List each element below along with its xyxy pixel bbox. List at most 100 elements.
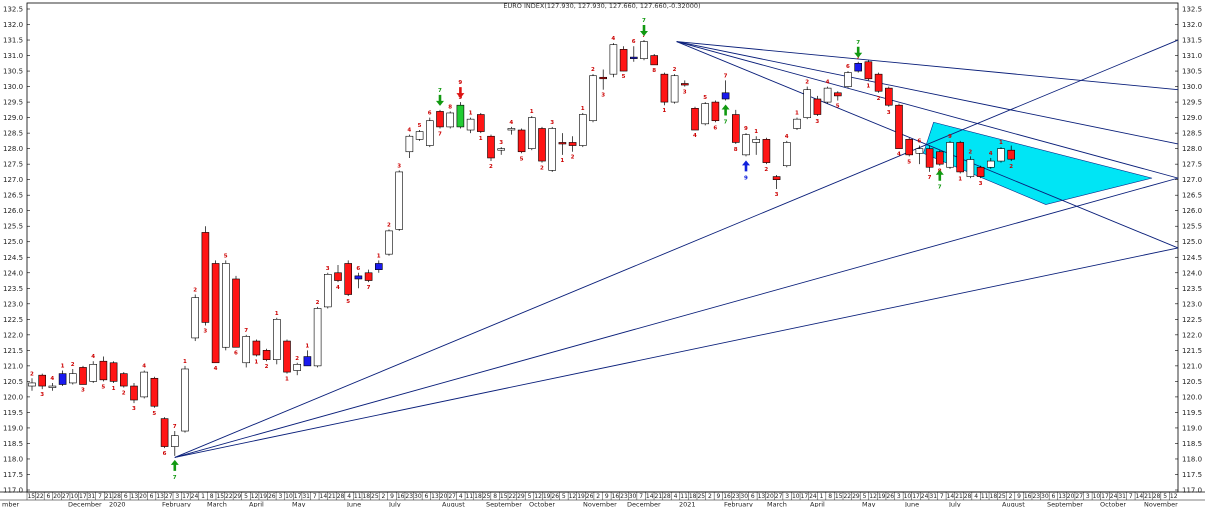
month-label: mber: [2, 501, 19, 508]
month-label: February: [724, 501, 753, 508]
date-tick-label: 7: [940, 493, 944, 500]
chart-title: EURO INDEX(127.930, 127.930, 127.660, 12…: [503, 2, 700, 10]
candle-body: [171, 435, 179, 447]
y-tick-label-left: 129.5: [3, 99, 23, 107]
date-tick-label: 9: [390, 493, 394, 500]
y-tick-label-right: 128.5: [1182, 130, 1202, 138]
month-label: April: [249, 501, 264, 508]
fan-line: [174, 247, 1179, 458]
y-tick-label-left: 123.5: [3, 285, 23, 293]
candle-body: [160, 418, 169, 447]
y-tick-label-right: 119.0: [1182, 424, 1202, 432]
candle-count-label: 4: [897, 152, 901, 158]
date-tick-label: 1: [820, 493, 824, 500]
candle-count-label: 2: [1009, 164, 1013, 170]
candle-count-label: 5: [622, 74, 626, 80]
y-tick-label-right: 123.5: [1182, 285, 1202, 293]
y-tick-label-right: 127.0: [1182, 176, 1202, 184]
y-tick-label-left: 130.5: [3, 68, 23, 76]
month-label: October: [529, 501, 555, 508]
candle-body: [364, 272, 373, 281]
date-tick-label: 13: [131, 493, 139, 500]
candle-body: [874, 73, 883, 92]
date-tick-label: 3: [785, 493, 789, 500]
month-label: December: [68, 501, 102, 508]
candle-count-label: 4: [50, 376, 54, 382]
date-tick-label: 3: [278, 493, 282, 500]
date-tick-label: 10: [904, 493, 912, 500]
month-label: May: [862, 501, 876, 508]
y-tick-label-left: 118.0: [3, 455, 23, 463]
month-label: March: [207, 501, 227, 508]
candle-body: [701, 103, 710, 125]
candle-body: [813, 98, 822, 115]
y-tick-label-left: 129.0: [3, 114, 23, 122]
date-tick-label: 23: [732, 493, 740, 500]
signal-arrow-icon: [854, 46, 863, 58]
fan-line: [676, 41, 1179, 91]
candle-count-label: 1: [560, 158, 564, 164]
candle-count-label: 4: [509, 120, 513, 126]
month-label: 2021: [679, 501, 696, 508]
date-tick-label: 5: [528, 493, 532, 500]
candle-count-label: 7: [724, 73, 728, 79]
y-tick-label-right: 125.5: [1182, 223, 1202, 231]
date-tick-label: 19: [259, 493, 267, 500]
candle-body: [711, 101, 720, 122]
candle-body: [976, 166, 985, 177]
date-tick-label: 3: [897, 493, 901, 500]
fan-line: [174, 177, 1179, 458]
candle-body: [619, 49, 628, 72]
signal-count-label: 9: [458, 80, 462, 86]
date-tick-label: 6: [1052, 493, 1056, 500]
y-tick-label-left: 121.0: [3, 362, 23, 370]
candle-count-label: 2: [295, 356, 299, 362]
date-tick-label: 23: [620, 493, 628, 500]
date-tick-label: 8: [828, 493, 832, 500]
date-tick-label: 13: [758, 493, 766, 500]
candle-body: [527, 117, 536, 149]
date-tick-label: 4: [974, 493, 978, 500]
y-tick-label-right: 118.5: [1182, 440, 1202, 448]
candle-count-label: 5: [703, 95, 707, 101]
y-tick-label-left: 128.5: [3, 130, 23, 138]
candle-count-label: 2: [193, 287, 197, 293]
date-tick-label: 27: [775, 493, 783, 500]
candle-body: [436, 111, 444, 128]
candle-body: [38, 374, 47, 387]
date-tick-label: 14: [646, 493, 654, 500]
candle-body: [997, 148, 1005, 162]
y-tick-label-right: 129.0: [1182, 114, 1202, 122]
signal-count-label: 7: [724, 120, 728, 126]
date-tick-label: 20: [766, 493, 774, 500]
y-tick-label-left: 120.0: [3, 393, 23, 401]
candle-body: [385, 230, 393, 255]
candle-body: [742, 134, 750, 156]
month-label: February: [162, 501, 191, 508]
date-tick-label: 19: [878, 493, 886, 500]
y-tick-label-left: 127.0: [3, 176, 23, 184]
date-tick-label: 27: [1075, 493, 1083, 500]
candle-body: [538, 128, 546, 162]
fan-line: [676, 41, 1179, 179]
candle-body: [864, 61, 873, 80]
date-tick-label: 31: [302, 493, 310, 500]
candle-count-label: 2: [764, 167, 768, 173]
candle-body: [548, 128, 557, 171]
candle-count-label: 5: [907, 159, 911, 165]
candle-count-label: 4: [785, 134, 789, 140]
candle-count-label: 9: [744, 126, 748, 132]
candle-count-label: 3: [683, 90, 687, 96]
date-tick-label: 16: [397, 493, 405, 500]
channel-layer: [923, 121, 1153, 205]
candle-body: [211, 263, 220, 364]
month-label: November: [1144, 501, 1178, 508]
y-tick-label-right: 125.0: [1182, 238, 1202, 246]
candle-count-label: 5: [418, 123, 422, 129]
candle-count-label: 3: [887, 110, 891, 116]
date-tick-label: 28: [337, 493, 345, 500]
candle-count-label: 2: [489, 164, 493, 170]
candle-count-label: 1: [305, 343, 309, 349]
